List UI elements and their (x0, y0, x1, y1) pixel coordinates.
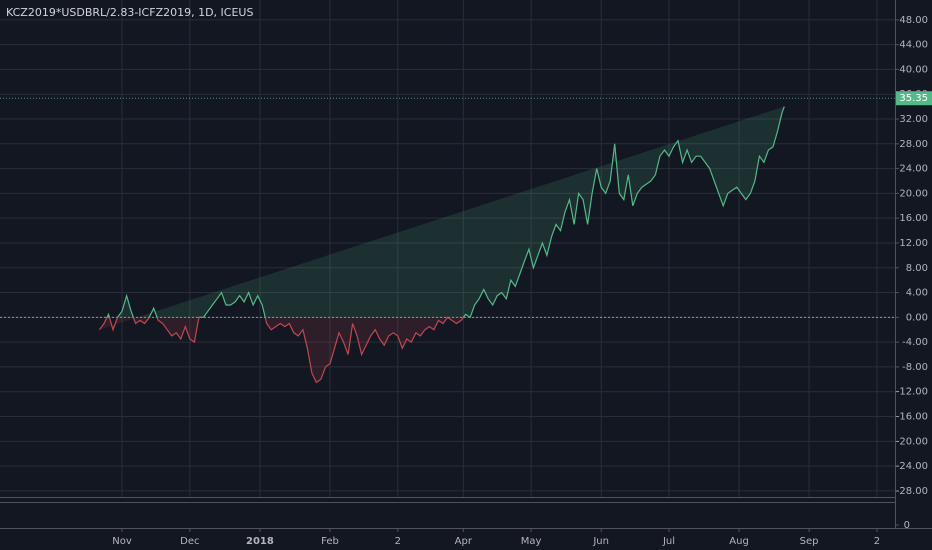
y-tick-label: 8.00 (906, 263, 928, 274)
x-tick-label: Sep (800, 536, 819, 547)
y-tick-label: -16.00 (896, 412, 928, 423)
price-line (98, 106, 785, 384)
y-tick-label: 0.00 (906, 312, 928, 323)
y-tick-label: -24.00 (896, 461, 928, 472)
x-tick-label: May (521, 536, 542, 547)
x-tick-label: Aug (729, 536, 749, 547)
x-tick-label: Jul (662, 536, 675, 547)
y-tick-label: 40.00 (899, 64, 928, 75)
y-tick-label: 20.00 (899, 188, 928, 199)
y-tick-label: -12.00 (896, 387, 928, 398)
x-tick-label: Nov (112, 536, 132, 547)
last-value-label: 35.35 (899, 93, 928, 104)
y-tick-label: 32.00 (899, 114, 928, 125)
y-tick-label: 12.00 (899, 238, 928, 249)
x-tick-label: 2 (395, 536, 401, 547)
last-value-box (896, 91, 932, 106)
y-tick-label: 28.00 (899, 139, 928, 150)
baseline-area (99, 106, 785, 383)
x-tick-label: 2018 (246, 536, 274, 547)
x-tick-label: Apr (455, 536, 473, 547)
y-tick-label: 24.00 (899, 164, 928, 175)
y-tick-label: -20.00 (896, 436, 928, 447)
y-tick-label: 48.00 (899, 15, 928, 26)
x-tick-label: Jun (592, 536, 609, 547)
plot (0, 97, 895, 384)
y-tick-label: 4.00 (906, 288, 928, 299)
y-tick-label: 16.00 (899, 213, 928, 224)
chart-title: KCZ2019*USDBRL/2.83-ICFZ2019, 1D, ICEUS (6, 6, 253, 19)
x-tick-label: Dec (180, 536, 199, 547)
pane2-y-tick-label: 0 (904, 520, 910, 531)
y-tick-label: -28.00 (896, 486, 928, 497)
x-tick-label: 2 (874, 536, 880, 547)
y-tick-label: -4.00 (902, 337, 928, 348)
x-tick-label: Feb (321, 536, 339, 547)
y-tick-label: -8.00 (902, 362, 928, 373)
y-tick-label: 44.00 (899, 40, 928, 51)
axes: 48.0044.0040.0036.0032.0028.0024.0020.00… (112, 15, 932, 547)
